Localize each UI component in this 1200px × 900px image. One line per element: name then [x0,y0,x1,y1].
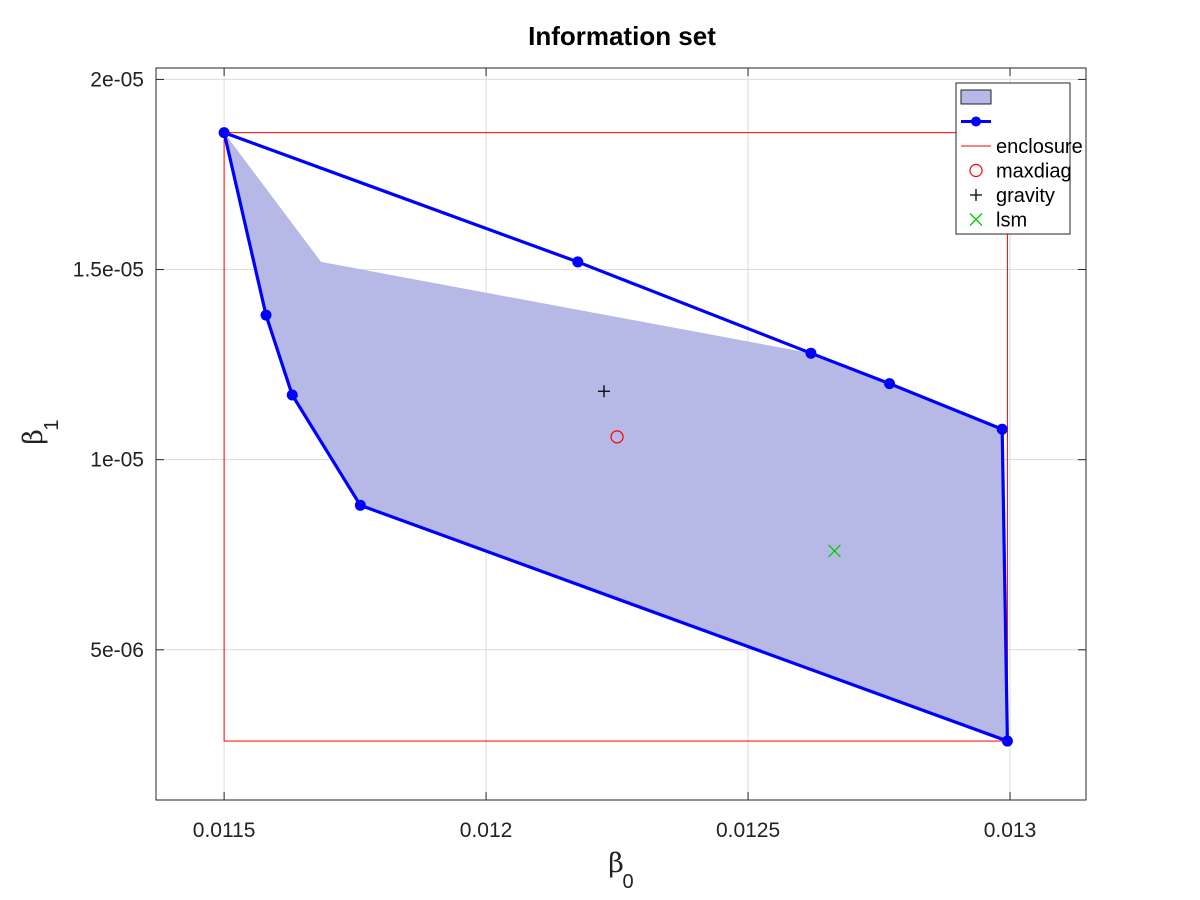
vertex-point [260,309,272,321]
y-axis-label-main: β [18,429,49,445]
enclosure-rect [223,132,1008,742]
chart-title: Information set [528,21,716,51]
lsm-marker [828,544,841,558]
vertex-point [996,423,1008,435]
y-axis-label-sub: 1 [41,419,63,430]
vertex-point [354,499,366,511]
x-axis-label: β 0 [608,848,633,893]
axes-box [155,67,1087,801]
legend-gravity-marker [970,189,982,201]
legend-box [955,82,1071,235]
y-tick-label: 1.5e-05 [73,259,144,282]
y-tick-label: 5e-06 [90,639,144,662]
maxdiag-marker [610,430,624,444]
legend-lsm-marker [969,213,983,226]
gravity-marker [597,385,610,398]
vertex-point [286,389,298,401]
vertex-point [1001,735,1013,747]
legend-label: lsm [996,210,1027,232]
y-tick-label: 1e-05 [90,449,144,472]
legend-label: enclosure [996,136,1083,158]
x-tick-label: 0.0115 [193,819,256,842]
x-tick-label: 0.013 [984,819,1037,842]
x-tick-label: 0.0125 [716,819,780,842]
plot-area: 0.0115 0.012 0.0125 0.013 5e-06 1e-05 1.5e-05 2… [73,67,1087,842]
y-axis-label: β 1 [18,419,63,444]
x-tick-label: 0.012 [460,819,513,842]
information-set-boundary [222,131,1010,743]
vertex-point [572,256,584,268]
legend-polygon-marker [971,116,981,127]
vertex-point [218,127,230,139]
y-tick-label: 2e-05 [90,68,144,91]
vertex-point [884,378,896,390]
information-set-fill [224,132,1008,742]
legend-label: gravity [996,185,1055,207]
legend-label: maxdiag [996,161,1072,183]
legend-maxdiag-marker [969,163,983,178]
x-axis-label-main: β [608,848,624,879]
vertex-point [805,347,817,359]
x-axis-label-sub: 0 [622,871,633,893]
legend-fill-swatch [960,89,992,105]
